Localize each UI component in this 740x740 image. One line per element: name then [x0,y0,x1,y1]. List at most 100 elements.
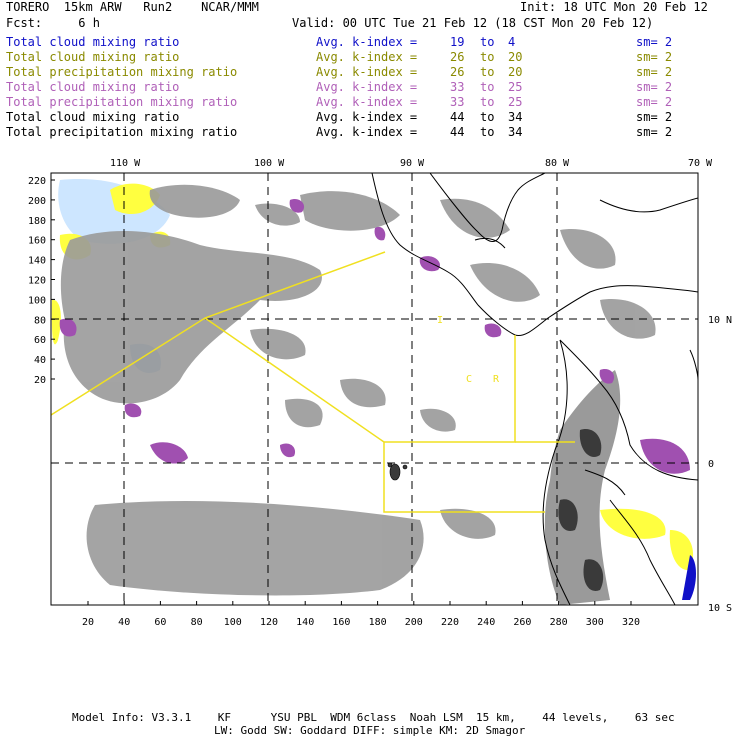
legend-sm: sm= 2 [636,80,673,94]
lon-label: 90 W [400,158,425,169]
legend-to: to [480,95,495,109]
legend-to: to [480,35,495,49]
legend-kindex: Avg. k-index = [316,110,418,124]
coastlines [371,173,698,605]
legend-kindex: Avg. k-index = [316,80,418,94]
region-label-r: R [493,374,500,385]
legend-sm: sm= 2 [636,125,673,139]
andes-convection [544,370,696,605]
legend-name: Total cloud mixing ratio [6,110,180,124]
legend-kindex: Avg. k-index = [316,50,418,64]
legend-row: Total cloud mixing ratio Avg. k-index = 19… [6,35,706,50]
lon-label: 110 W [110,158,141,169]
lat-label: 0 [708,459,714,470]
init-time: Init: 18 UTC Mon 20 Feb 12 [520,0,708,14]
legend-from: 44 [450,125,465,139]
grid-y-axis: 220 200 180 160 140 120 100 80 60 40 20 [28,176,55,386]
x-tick-label: 220 [441,617,459,628]
model-info-line-2: LW: Godd SW: Goddard DIFF: simple KM: 2D… [214,724,526,737]
galapagos-islands [387,462,408,481]
legend-to-val: 4 [508,35,516,49]
purple-cells [59,199,615,464]
legend-name: Total cloud mixing ratio [6,80,180,94]
legend-kindex: Avg. k-index = [316,35,418,49]
legend-to: to [480,65,495,79]
x-tick-label: 160 [332,617,350,628]
legend-to: to [480,80,495,94]
lat-lon-grid [51,173,698,605]
y-tick-label: 200 [28,196,46,207]
x-tick-label: 140 [296,617,314,628]
lon-label: 100 W [254,158,285,169]
legend-name: Total precipitation mixing ratio [6,65,238,79]
x-tick-label: 120 [260,617,278,628]
legend-from: 26 [450,50,465,64]
legend-from: 26 [450,65,465,79]
legend-to: to [480,125,495,139]
legend-to-val: 20 [508,65,523,79]
gray-cloud-mass-west [60,184,656,596]
x-tick-label: 180 [369,617,387,628]
legend-kindex: Avg. k-index = [316,95,418,109]
y-tick-label: 180 [28,216,46,227]
region-label-c: C [466,374,472,385]
model-title: TORERO 15km ARW Run2 NCAR/MMM [6,0,259,14]
x-tick-label: 80 [191,617,203,628]
legend-to-val: 34 [508,125,523,139]
lat-label: 10 N [708,315,732,326]
valid-time: Valid: 00 UTC Tue 21 Feb 12 (18 CST Mon … [292,16,654,30]
region-labels: I C R [437,315,500,385]
x-tick-label: 60 [154,617,166,628]
legend-to: to [480,50,495,64]
y-tick-label: 80 [34,315,46,326]
x-tick-label: 260 [513,617,531,628]
legend-row: Total precipitation mixing ratio Avg. k-i… [6,125,706,140]
lat-labels: 10 N 0 10 S [708,315,732,614]
legend-name: Total precipitation mixing ratio [6,95,238,109]
map-frame [50,172,699,606]
x-tick-label: 40 [118,617,130,628]
y-tick-label: 160 [28,236,46,247]
legend-sm: sm= 2 [636,35,673,49]
region-label-i: I [437,315,443,326]
y-tick-label: 100 [28,295,46,306]
legend-sm: sm= 2 [636,95,673,109]
legend-kindex: Avg. k-index = [316,125,418,139]
legend-to-val: 34 [508,110,523,124]
y-tick-label: 220 [28,176,46,187]
legend-kindex: Avg. k-index = [316,65,418,79]
legend-from: 44 [450,110,465,124]
legend-to-val: 25 [508,80,523,94]
legend-from: 19 [450,35,465,49]
legend-from: 33 [450,80,465,94]
grid-x-axis: 20 40 60 80 100 120 140 160 180 200 220 240 260 280 30… [82,601,640,628]
y-tick-label: 20 [34,375,46,386]
legend-row: Total precipitation mixing ratio Avg. k-i… [6,95,706,110]
legend-name: Total cloud mixing ratio [6,50,180,64]
forecast-hour: Fcst: 6 h [6,16,100,30]
legend-sm: sm= 2 [636,50,673,64]
x-tick-label: 200 [405,617,423,628]
lat-label: 10 S [708,603,732,614]
x-tick-label: 280 [550,617,568,628]
legend-row: Total cloud mixing ratio Avg. k-index = 44… [6,110,706,125]
lon-label: 70 W [688,158,713,169]
legend-from: 33 [450,95,465,109]
x-tick-label: 100 [224,617,242,628]
lon-labels: 110 W 100 W 90 W 80 W 70 W [110,158,713,169]
x-tick-label: 20 [82,617,94,628]
legend-name: Total precipitation mixing ratio [6,125,238,139]
legend-row: Total cloud mixing ratio Avg. k-index = 33… [6,80,706,95]
legend-to-val: 20 [508,50,523,64]
x-tick-label: 300 [586,617,604,628]
model-info-line-1: Model Info: V3.3.1 KF YSU PBL WDM 6class… [72,711,675,724]
y-tick-label: 120 [28,276,46,287]
x-tick-label: 320 [622,617,640,628]
legend-name: Total cloud mixing ratio [6,35,180,49]
y-tick-label: 40 [34,355,46,366]
lon-label: 80 W [545,158,570,169]
legend-sm: sm= 2 [636,65,673,79]
y-tick-label: 60 [34,335,46,346]
legend-row: Total precipitation mixing ratio Avg. k-i… [6,65,706,80]
